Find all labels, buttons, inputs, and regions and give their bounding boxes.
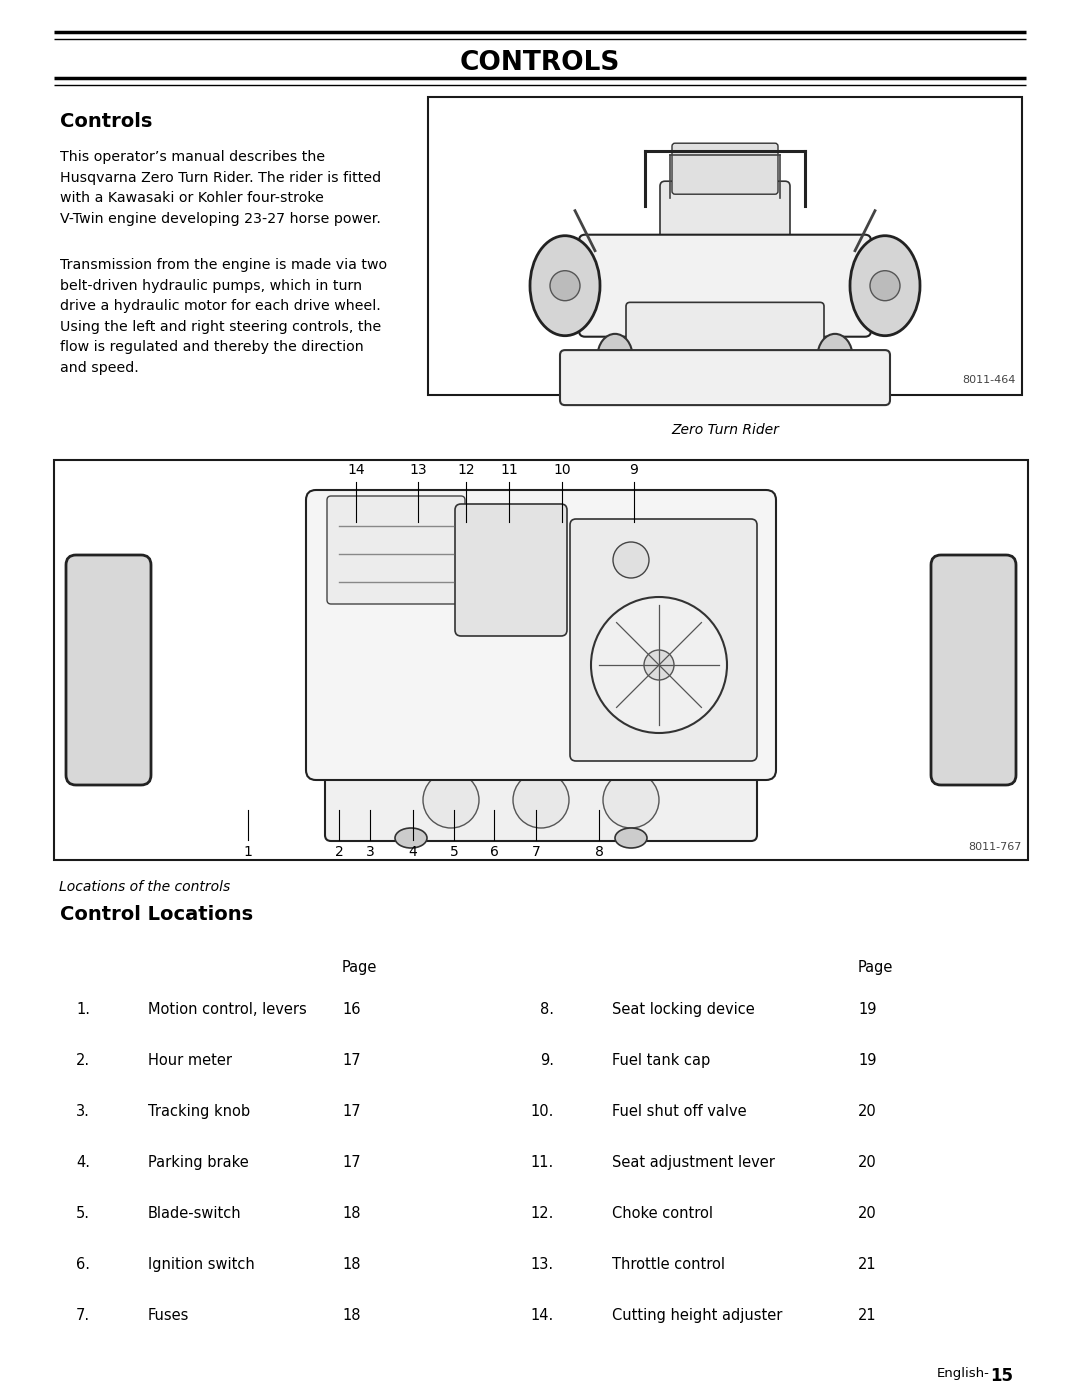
Text: 17: 17	[342, 1155, 361, 1171]
Ellipse shape	[615, 828, 647, 848]
Text: 3.: 3.	[76, 1104, 90, 1119]
Text: Fuel shut off valve: Fuel shut off valve	[612, 1104, 746, 1119]
Text: 13: 13	[409, 462, 427, 476]
Text: 21: 21	[858, 1308, 877, 1323]
Text: 8011-767: 8011-767	[969, 842, 1022, 852]
FancyBboxPatch shape	[561, 351, 890, 405]
Text: Locations of the controls: Locations of the controls	[59, 880, 230, 894]
Text: This operator’s manual describes the
Husqvarna Zero Turn Rider. The rider is fit: This operator’s manual describes the Hus…	[60, 149, 381, 226]
Text: 15: 15	[990, 1368, 1013, 1384]
Text: 4: 4	[408, 845, 417, 859]
Circle shape	[870, 271, 900, 300]
Ellipse shape	[597, 334, 633, 379]
Text: CONTROLS: CONTROLS	[460, 50, 620, 75]
FancyBboxPatch shape	[626, 302, 824, 376]
Text: 11: 11	[500, 462, 518, 476]
FancyBboxPatch shape	[327, 496, 465, 604]
Text: Seat locking device: Seat locking device	[612, 1002, 755, 1017]
Text: 2: 2	[335, 845, 343, 859]
Text: Fuel tank cap: Fuel tank cap	[612, 1053, 711, 1067]
FancyBboxPatch shape	[931, 555, 1016, 785]
Text: 19: 19	[858, 1053, 877, 1067]
Text: Cutting height adjuster: Cutting height adjuster	[612, 1308, 782, 1323]
FancyBboxPatch shape	[66, 555, 151, 785]
Text: 10.: 10.	[530, 1104, 554, 1119]
Text: 16: 16	[342, 1002, 361, 1017]
Text: 17: 17	[342, 1053, 361, 1067]
Text: 8: 8	[595, 845, 604, 859]
Text: 12: 12	[457, 462, 475, 476]
Text: Fuses: Fuses	[148, 1308, 189, 1323]
Ellipse shape	[530, 236, 600, 335]
Text: 8.: 8.	[540, 1002, 554, 1017]
Text: 5.: 5.	[76, 1206, 90, 1221]
Text: 19: 19	[858, 1002, 877, 1017]
Text: Throttle control: Throttle control	[612, 1257, 725, 1273]
Text: English-: English-	[937, 1368, 990, 1380]
Text: 7.: 7.	[76, 1308, 90, 1323]
Text: 1.: 1.	[76, 1002, 90, 1017]
FancyBboxPatch shape	[579, 235, 870, 337]
FancyBboxPatch shape	[306, 490, 777, 780]
FancyBboxPatch shape	[325, 759, 757, 841]
FancyBboxPatch shape	[660, 182, 789, 251]
Circle shape	[613, 542, 649, 578]
Circle shape	[644, 650, 674, 680]
Text: Page: Page	[342, 960, 377, 975]
Text: 20: 20	[858, 1206, 877, 1221]
Text: Motion control, levers: Motion control, levers	[148, 1002, 307, 1017]
Text: Seat adjustment lever: Seat adjustment lever	[612, 1155, 774, 1171]
Text: 9.: 9.	[540, 1053, 554, 1067]
Bar	[428, 96, 1022, 395]
FancyBboxPatch shape	[570, 520, 757, 761]
Text: Parking brake: Parking brake	[148, 1155, 248, 1171]
Text: Choke control: Choke control	[612, 1206, 713, 1221]
Circle shape	[423, 773, 480, 828]
Text: 6: 6	[489, 845, 499, 859]
Text: Control Locations: Control Locations	[60, 905, 253, 923]
Text: 10: 10	[553, 462, 571, 476]
Text: 18: 18	[342, 1257, 361, 1273]
Text: 21: 21	[858, 1257, 877, 1273]
Text: 20: 20	[858, 1155, 877, 1171]
Text: Zero Turn Rider: Zero Turn Rider	[671, 423, 779, 437]
Text: 9: 9	[630, 462, 638, 476]
Text: 18: 18	[342, 1308, 361, 1323]
Text: Tracking knob: Tracking knob	[148, 1104, 251, 1119]
Ellipse shape	[818, 334, 852, 379]
Text: 5: 5	[449, 845, 458, 859]
Text: 6.: 6.	[76, 1257, 90, 1273]
Text: Page: Page	[858, 960, 893, 975]
Text: 18: 18	[342, 1206, 361, 1221]
Text: 3: 3	[366, 845, 375, 859]
Text: 8011-464: 8011-464	[962, 374, 1016, 386]
Text: Ignition switch: Ignition switch	[148, 1257, 255, 1273]
Ellipse shape	[850, 236, 920, 335]
Text: 2.: 2.	[76, 1053, 90, 1067]
FancyBboxPatch shape	[672, 144, 778, 194]
Text: 12.: 12.	[530, 1206, 554, 1221]
Text: 14: 14	[347, 462, 365, 476]
Text: 17: 17	[342, 1104, 361, 1119]
Text: Hour meter: Hour meter	[148, 1053, 232, 1067]
FancyBboxPatch shape	[455, 504, 567, 636]
Text: Blade-switch: Blade-switch	[148, 1206, 242, 1221]
Circle shape	[513, 773, 569, 828]
Text: 13.: 13.	[531, 1257, 554, 1273]
Text: 14.: 14.	[530, 1308, 554, 1323]
Text: 4.: 4.	[76, 1155, 90, 1171]
Circle shape	[603, 773, 659, 828]
Bar	[54, 460, 1028, 861]
Ellipse shape	[395, 828, 427, 848]
Text: 20: 20	[858, 1104, 877, 1119]
Text: 7: 7	[531, 845, 540, 859]
Text: 11.: 11.	[530, 1155, 554, 1171]
Text: 1: 1	[244, 845, 253, 859]
Circle shape	[550, 271, 580, 300]
Text: Controls: Controls	[60, 112, 152, 131]
Text: Transmission from the engine is made via two
belt-driven hydraulic pumps, which : Transmission from the engine is made via…	[60, 258, 387, 374]
Circle shape	[591, 597, 727, 733]
